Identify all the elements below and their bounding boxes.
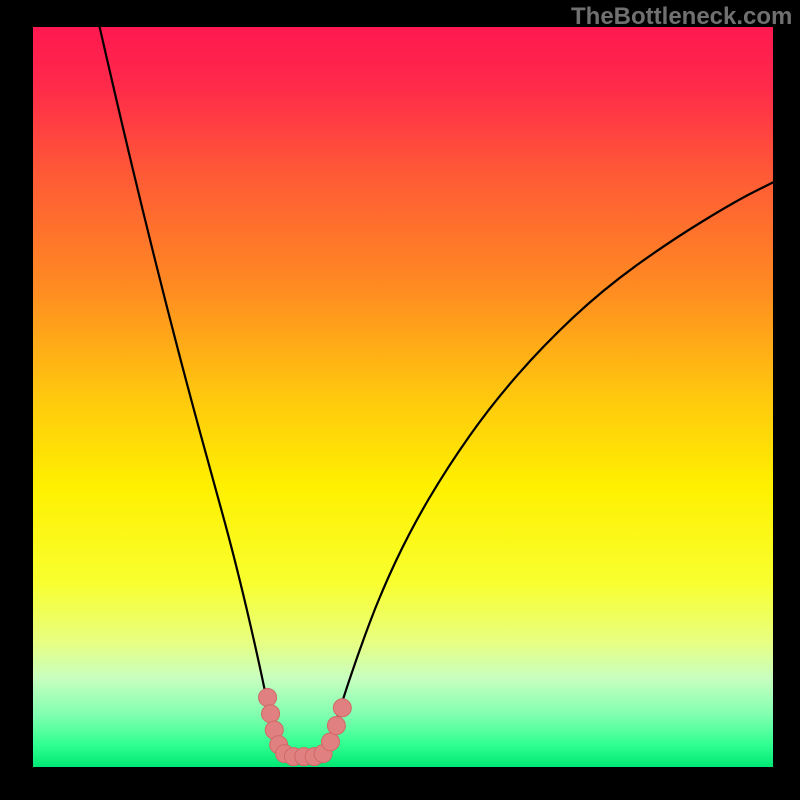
marker-point	[333, 699, 351, 717]
watermark-text: TheBottleneck.com	[571, 3, 792, 31]
marker-point	[262, 705, 280, 723]
marker-point	[259, 688, 277, 706]
plot-area	[33, 27, 773, 767]
marker-point	[321, 733, 339, 751]
chart-svg	[33, 27, 773, 767]
marker-point	[327, 717, 345, 735]
